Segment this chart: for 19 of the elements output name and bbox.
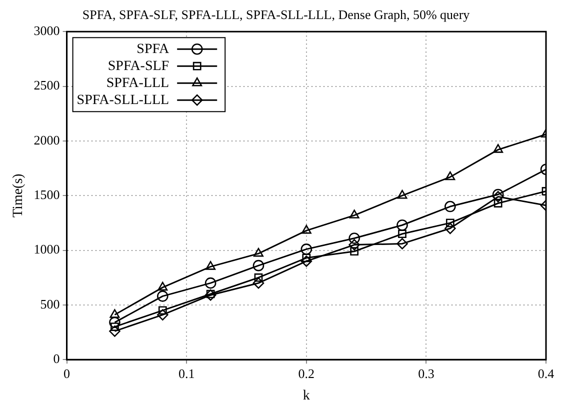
legend-label: SPFA	[136, 42, 170, 57]
y-tick-label: 3000	[34, 23, 60, 38]
y-tick-label: 1500	[34, 187, 60, 202]
legend-label: SPFA-SLL-LLL	[76, 92, 170, 108]
x-tick-label: 0.4	[538, 366, 555, 381]
y-tick-label: 0	[53, 351, 60, 366]
y-axis-title: Time(s)	[11, 173, 26, 218]
x-tick-label: 0	[64, 366, 70, 381]
legend-label: SPFA-SLF	[108, 58, 170, 74]
y-tick-label: 500	[40, 296, 60, 312]
y-tick-label: 1000	[34, 242, 60, 257]
x-tick-label: 0.2	[298, 366, 315, 381]
legend-label: SPFA-LLL	[106, 76, 170, 91]
y-tick-label: 2500	[34, 78, 60, 93]
x-tick-label: 0.1	[178, 366, 195, 381]
x-tick-label: 0.3	[418, 366, 434, 381]
x-axis-title: k	[302, 388, 310, 404]
y-tick-label: 2000	[34, 132, 60, 148]
chart-title: SPFA, SPFA-SLF, SPFA-LLL, SPFA-SLL-LLL, Dense Graph, 50% query	[82, 7, 470, 22]
